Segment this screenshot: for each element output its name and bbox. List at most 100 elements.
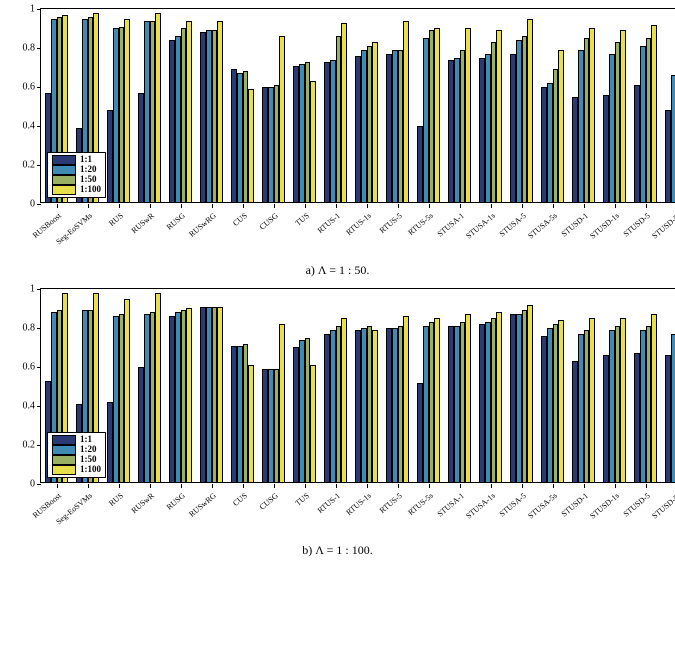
bar	[527, 305, 533, 482]
legend-swatch	[52, 175, 76, 185]
ytick-mark	[37, 445, 41, 446]
xtick-mark	[584, 484, 585, 488]
bar	[248, 89, 254, 202]
bar	[589, 318, 595, 482]
bar	[620, 30, 626, 202]
xtick-mark	[212, 204, 213, 208]
bar	[671, 75, 675, 202]
xtick-mark	[274, 484, 275, 488]
xtick-label: STUSA-5	[497, 491, 527, 518]
bar	[310, 365, 316, 482]
xtick-mark	[460, 484, 461, 488]
legend-swatch	[52, 455, 76, 465]
xtick-mark	[57, 484, 58, 488]
xtick-label: STUSA-1s	[464, 491, 497, 520]
bar	[496, 30, 502, 202]
xtick-label: RUS	[107, 211, 125, 228]
xtick-mark	[553, 204, 554, 208]
xtick-label: STUSD-1s	[588, 211, 621, 240]
ytick-label: 0.2	[13, 440, 35, 451]
xtick-label: CUS	[231, 491, 249, 508]
xtick-label: RTUS-1	[315, 211, 341, 235]
ytick-label: 0.8	[13, 323, 35, 334]
xtick-label: STUSD-5s	[650, 491, 675, 520]
caption-b: b) Λ = 1 : 100.	[12, 543, 663, 558]
xtick-label: RTUS-5s	[406, 491, 435, 517]
ytick-mark	[37, 406, 41, 407]
xtick-mark	[181, 204, 182, 208]
xtick-mark	[305, 484, 306, 488]
xtick-mark	[181, 484, 182, 488]
xtick-label: STUSD-1s	[588, 491, 621, 520]
bar	[558, 50, 564, 202]
xtick-label: RUSwRG	[187, 491, 218, 519]
ytick-label: 0	[13, 479, 35, 490]
bar	[279, 324, 285, 482]
xtick-mark	[615, 204, 616, 208]
legend-swatch	[52, 445, 76, 455]
legend-swatch	[52, 165, 76, 175]
xtick-label: CUS	[231, 211, 249, 228]
xtick-mark	[491, 204, 492, 208]
xtick-mark	[398, 204, 399, 208]
plot-area-a: 00.20.40.60.81RUSBoostSeg-EoSVMsRUSRUSwR…	[40, 8, 675, 203]
ytick-mark	[37, 204, 41, 205]
ytick-mark	[37, 289, 41, 290]
ytick-label: 0.8	[13, 43, 35, 54]
ytick-mark	[37, 367, 41, 368]
xtick-label: RUSwRG	[187, 211, 218, 239]
page: 00.20.40.60.81RUSBoostSeg-EoSVMsRUSRUSwR…	[0, 0, 675, 665]
bar	[124, 299, 130, 482]
bar	[434, 28, 440, 202]
xtick-label: CUSG	[257, 491, 279, 512]
xtick-label: RTUS-1s	[344, 211, 373, 237]
ytick-label: 0	[13, 199, 35, 210]
ytick-label: 0.6	[13, 362, 35, 373]
xtick-mark	[305, 204, 306, 208]
bar	[465, 28, 471, 202]
xtick-mark	[274, 204, 275, 208]
bar	[651, 25, 657, 202]
xtick-label: TUS	[293, 211, 310, 228]
xtick-label: RTUS-5s	[406, 211, 435, 237]
xtick-mark	[615, 484, 616, 488]
xtick-mark	[491, 484, 492, 488]
xtick-label: STUSD-1	[559, 491, 589, 518]
xtick-mark	[88, 484, 89, 488]
ytick-label: 1	[13, 4, 35, 15]
xtick-mark	[429, 484, 430, 488]
bar	[279, 36, 285, 202]
bar	[434, 318, 440, 482]
ytick-mark	[37, 48, 41, 49]
xtick-mark	[584, 204, 585, 208]
caption-a: a) Λ = 1 : 50.	[12, 263, 663, 278]
xtick-mark	[57, 204, 58, 208]
xtick-mark	[460, 204, 461, 208]
bar	[620, 318, 626, 482]
xtick-mark	[336, 204, 337, 208]
bar	[589, 28, 595, 202]
xtick-mark	[88, 204, 89, 208]
xtick-mark	[522, 484, 523, 488]
xtick-mark	[429, 204, 430, 208]
xtick-label: RTUS-1s	[344, 491, 373, 517]
legend-label: 1:100	[80, 465, 101, 474]
xtick-label: RUSG	[164, 211, 186, 232]
xtick-label: RTUS-1	[315, 491, 341, 515]
ytick-mark	[37, 126, 41, 127]
ytick-mark	[37, 87, 41, 88]
ytick-label: 0.2	[13, 160, 35, 171]
xtick-mark	[150, 484, 151, 488]
bar	[403, 316, 409, 482]
xtick-label: RUSG	[164, 491, 186, 512]
bar	[248, 365, 254, 482]
bar	[186, 308, 192, 482]
xtick-mark	[336, 484, 337, 488]
xtick-label: STUSA-5s	[526, 491, 559, 520]
legend-swatch	[52, 185, 76, 195]
ytick-mark	[37, 9, 41, 10]
xtick-label: RTUS-5	[377, 211, 403, 235]
ytick-mark	[37, 484, 41, 485]
xtick-mark	[522, 204, 523, 208]
legend-swatch	[52, 155, 76, 165]
